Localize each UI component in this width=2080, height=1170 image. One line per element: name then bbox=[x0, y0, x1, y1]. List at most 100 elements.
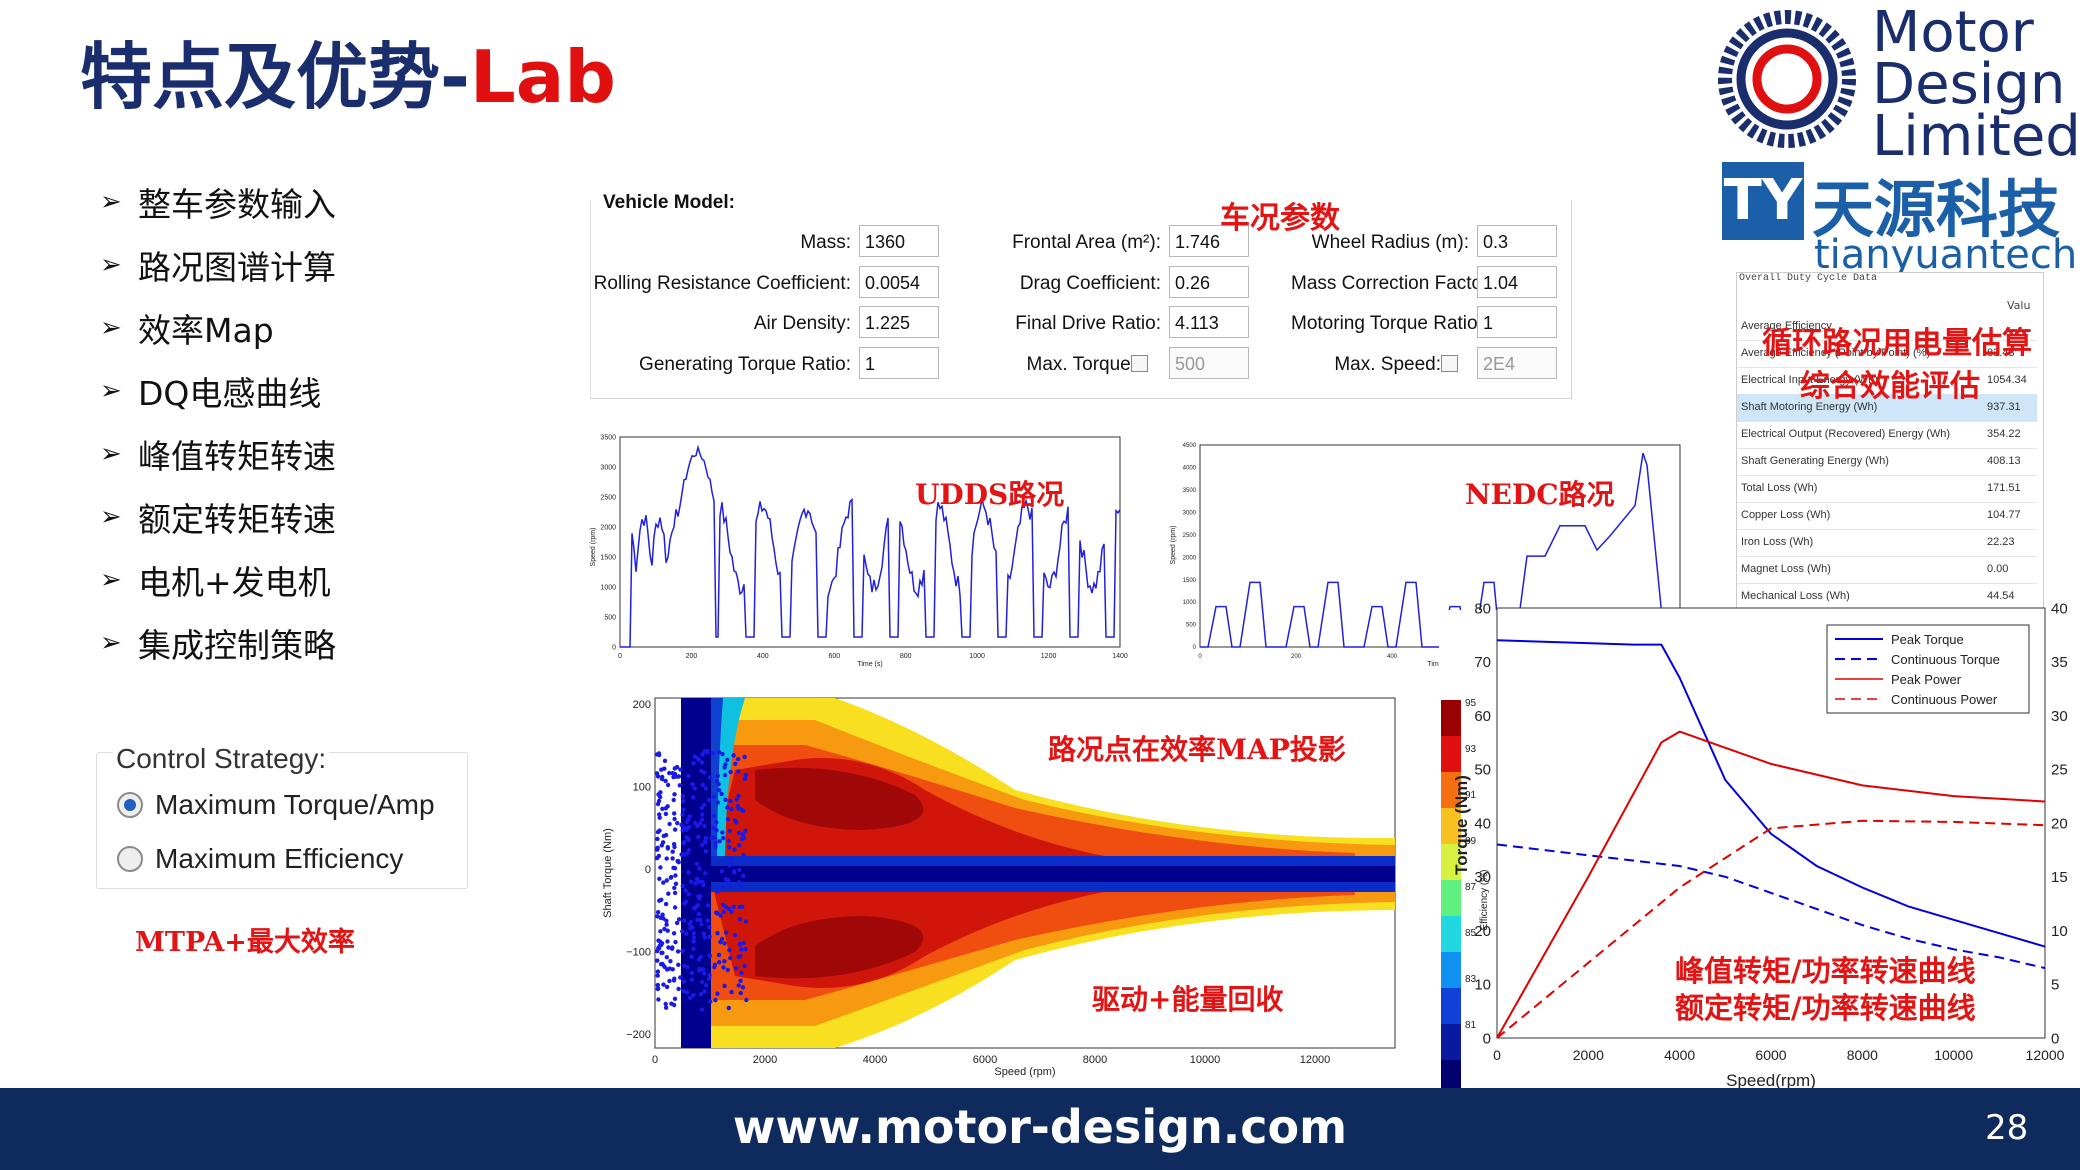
y-tick-label: 2500 bbox=[600, 494, 616, 501]
operating-point bbox=[668, 875, 673, 880]
arrow-icon: ➢ bbox=[100, 564, 122, 595]
operating-point bbox=[699, 1007, 705, 1012]
y-tick-label: 70 bbox=[1474, 654, 1491, 671]
max-speed-field[interactable]: 2E4 bbox=[1477, 347, 1557, 379]
arrow-icon: ➢ bbox=[100, 375, 122, 406]
mass-correction-field[interactable]: 1.04 bbox=[1477, 266, 1557, 298]
operating-point bbox=[691, 946, 696, 951]
y-tick-label: 30 bbox=[2051, 708, 2068, 725]
y-tick-label: 2500 bbox=[1183, 533, 1197, 539]
table-row-selected[interactable]: Shaft Motoring Energy (Wh) 937.31 bbox=[1737, 394, 2037, 422]
operating-point bbox=[675, 949, 681, 954]
operating-point bbox=[689, 879, 694, 884]
drive-regen-annotation: 驱动+能量回收 bbox=[1092, 983, 1284, 1016]
y-tick-label: 10 bbox=[1474, 977, 1491, 994]
operating-point bbox=[741, 940, 746, 946]
final-drive-field[interactable]: 4.113 bbox=[1169, 306, 1249, 338]
y-axis-label: Shaft Torque (Nm) bbox=[602, 828, 614, 918]
nedc-annotation: NEDC路况 bbox=[1465, 478, 1615, 511]
operating-point bbox=[737, 867, 742, 873]
table-row[interactable]: Total Loss (Wh) 171.51 bbox=[1737, 475, 2037, 503]
radio-max-torque-amp[interactable]: Maximum Torque/Amp bbox=[117, 789, 435, 821]
table-row[interactable]: Average Efficiency (Point by Point) (%) 8… bbox=[1737, 340, 2037, 368]
y-tick-label: 1500 bbox=[600, 554, 616, 561]
operating-point bbox=[664, 918, 669, 923]
cycle-energy-annotation: 循环路况用电量估算 bbox=[1762, 326, 2032, 361]
operating-point bbox=[696, 957, 702, 962]
operating-point bbox=[686, 847, 692, 853]
operating-point bbox=[676, 962, 681, 967]
table-row[interactable]: Mechanical Loss (Wh) 44.54 bbox=[1737, 583, 2037, 608]
operating-point bbox=[741, 873, 746, 878]
operating-point bbox=[686, 870, 691, 875]
table-row[interactable]: Magnet Loss (Wh) 0.00 bbox=[1737, 556, 2037, 584]
table-row[interactable]: Electrical Output (Recovered) Energy (Wh… bbox=[1737, 421, 2037, 449]
operating-point bbox=[724, 930, 729, 935]
operating-point bbox=[663, 778, 668, 784]
vehicle-model-panel: Vehicle Model: Mass: 1360 Rolling Resist… bbox=[590, 192, 1572, 399]
colorbar-segment bbox=[1441, 952, 1461, 988]
operating-point bbox=[660, 774, 665, 780]
operating-point bbox=[713, 841, 718, 846]
y-tick-label: −200 bbox=[626, 1029, 651, 1041]
operating-point bbox=[666, 891, 671, 896]
generating-torque-field[interactable]: 1 bbox=[859, 347, 939, 379]
operating-point bbox=[674, 774, 679, 779]
max-torque-checkbox[interactable] bbox=[1131, 355, 1148, 372]
operating-point bbox=[669, 1001, 674, 1006]
rated-curve-annotation: 额定转矩/功率转速曲线 bbox=[1675, 991, 1976, 1025]
operating-point bbox=[727, 862, 732, 868]
x-tick-label: 0 bbox=[652, 1054, 658, 1066]
motoring-torque-field[interactable]: 1 bbox=[1477, 306, 1557, 338]
air-density-field[interactable]: 1.225 bbox=[859, 306, 939, 338]
operating-point bbox=[691, 993, 696, 998]
operating-point bbox=[694, 904, 699, 910]
operating-point bbox=[739, 970, 744, 976]
control-strategy-title: Control Strategy: bbox=[113, 743, 330, 775]
table-row[interactable]: Iron Loss (Wh) 22.23 bbox=[1737, 529, 2037, 557]
operating-point bbox=[715, 991, 720, 996]
frontal-area-field[interactable]: 1.746 bbox=[1169, 225, 1249, 257]
x-tick-label: 400 bbox=[757, 653, 769, 660]
wheel-radius-field[interactable]: 0.3 bbox=[1477, 225, 1557, 257]
operating-point bbox=[680, 948, 685, 954]
operating-point bbox=[676, 917, 682, 922]
operating-point bbox=[736, 793, 741, 799]
operating-point bbox=[717, 960, 722, 965]
max-torque-field[interactable]: 500 bbox=[1169, 347, 1249, 379]
operating-point bbox=[672, 885, 677, 891]
x-tick-label: 8000 bbox=[1083, 1054, 1107, 1066]
y-tick-label: 80 bbox=[1474, 600, 1491, 617]
operating-point bbox=[658, 865, 663, 870]
x-tick-label: 4000 bbox=[1664, 1047, 1695, 1063]
operating-point bbox=[732, 847, 737, 852]
operating-point bbox=[704, 748, 710, 754]
operating-point bbox=[723, 877, 729, 882]
table-row[interactable]: Shaft Generating Energy (Wh) 408.13 bbox=[1737, 448, 2037, 476]
colorbar-tick: 89 bbox=[1465, 836, 1477, 847]
radio-unselected-icon[interactable] bbox=[117, 846, 143, 872]
y-tick-label: 20 bbox=[1474, 923, 1491, 940]
operating-point bbox=[672, 996, 678, 1001]
operating-point bbox=[705, 918, 710, 923]
x-tick-label: 10000 bbox=[1190, 1054, 1221, 1066]
max-speed-checkbox[interactable] bbox=[1441, 355, 1458, 372]
operating-point bbox=[697, 968, 702, 973]
drag-coefficient-field[interactable]: 0.26 bbox=[1169, 266, 1249, 298]
rolling-resistance-field[interactable]: 0.0054 bbox=[859, 266, 939, 298]
operating-point bbox=[657, 828, 662, 833]
operating-point bbox=[720, 830, 725, 835]
operating-point bbox=[703, 786, 709, 791]
table-row[interactable]: Copper Loss (Wh) 104.77 bbox=[1737, 502, 2037, 530]
radio-max-efficiency[interactable]: Maximum Efficiency bbox=[117, 843, 403, 875]
operating-point bbox=[729, 909, 734, 915]
mass-field[interactable]: 1360 bbox=[859, 225, 939, 257]
y-tick-label: 200 bbox=[633, 699, 651, 711]
operating-point bbox=[672, 816, 677, 822]
table-row[interactable]: Average Efficiency bbox=[1737, 313, 2037, 341]
footer-url[interactable]: www.motor-design.com bbox=[732, 1100, 1348, 1154]
air-density-label: Air Density: bbox=[753, 313, 851, 334]
operating-point bbox=[663, 1001, 668, 1007]
radio-selected-icon[interactable] bbox=[117, 792, 143, 818]
operating-point bbox=[655, 845, 660, 850]
